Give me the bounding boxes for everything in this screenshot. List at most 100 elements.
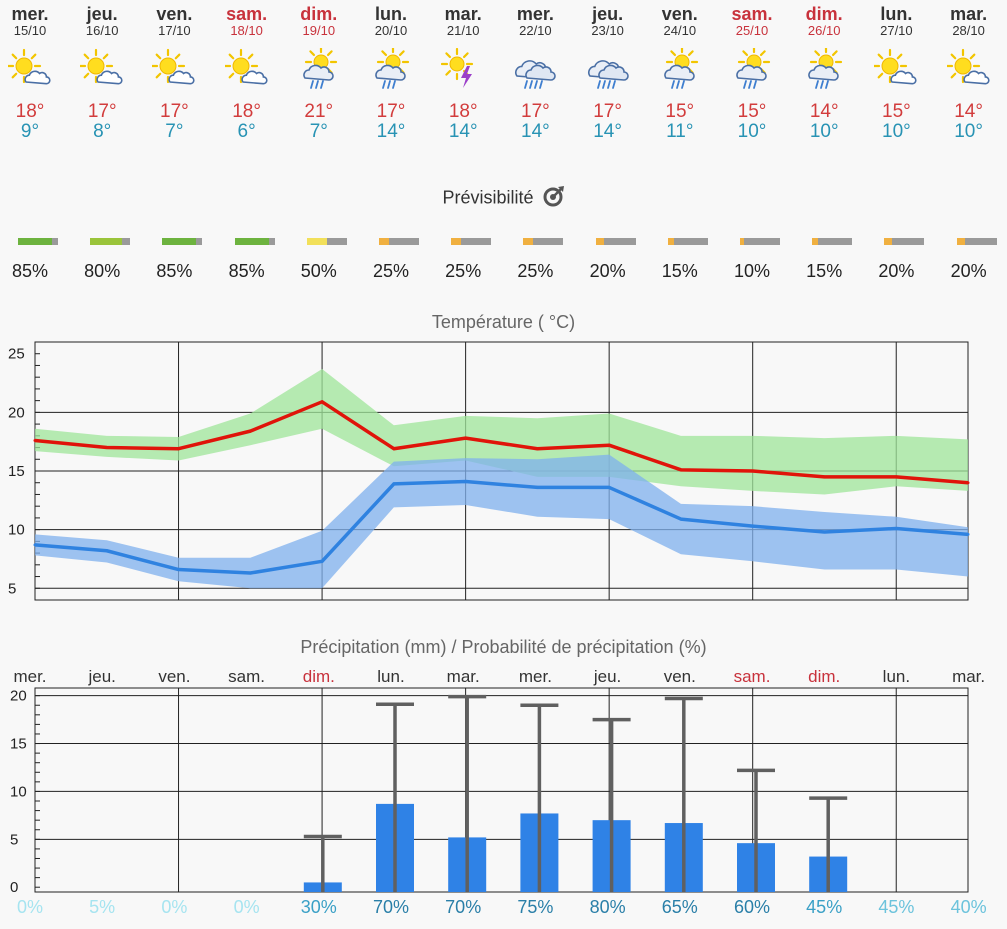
forecast-days: mer. 15/10 18° 9° jeu. 16/10 17° 8° ven. 17/10 17°… (0, 0, 1007, 160)
day-date: 28/10 (952, 23, 985, 38)
day-name: ven. (156, 4, 193, 24)
temp-min: 10° (882, 121, 911, 142)
temp-min: 7° (165, 121, 184, 142)
predictability-title: Prévisibilité (0, 185, 1007, 212)
predictability-value: 10% (733, 261, 771, 281)
max-temp-line-point (177, 447, 181, 451)
temp-max: 18° (448, 101, 478, 122)
min-temp-line-point (822, 530, 826, 534)
precipitation-probability: 0% (161, 897, 188, 917)
precip-day-label: mar. (446, 667, 480, 686)
day-name: lun. (375, 4, 407, 24)
y-tick-label: 20 (8, 404, 25, 421)
sun-cloud-rain-icon (788, 44, 860, 96)
day-column: dim. 19/10 21° 7° (283, 0, 355, 142)
predictability-fill (884, 238, 893, 245)
predictability-fill (956, 238, 965, 245)
predictability-bar (306, 238, 347, 245)
day-date: 20/10 (374, 23, 408, 38)
temp-max: 17° (376, 101, 406, 122)
sun-storm-icon (427, 44, 499, 96)
predictability-bar (740, 238, 780, 245)
temp-max: 15° (737, 101, 767, 122)
max-temp-range-band (35, 368, 968, 495)
predictability-bar (162, 238, 203, 245)
precipitation-probability: 70% (445, 897, 482, 917)
predictability-value: 85% (11, 261, 49, 281)
predictability-fill (595, 238, 604, 245)
min-temp-line-point (894, 526, 898, 530)
precip-day-label: jeu. (88, 667, 116, 686)
precipitation-chart: 0 5 10 15 20 (10, 687, 969, 896)
day-date: 26/10 (807, 23, 841, 38)
sun-cloud-icon (138, 44, 210, 96)
max-temp-line-point (966, 481, 970, 485)
day-date: 18/10 (230, 23, 263, 38)
predictability-value: 25% (445, 261, 482, 281)
day-name: lun. (880, 4, 913, 24)
max-temp-line-point (464, 436, 468, 440)
target-icon (543, 185, 565, 212)
temp-max: 17° (160, 101, 189, 122)
min-temp-line-point (105, 549, 109, 553)
y-tick-label: 20 (10, 688, 27, 705)
cloud-rain-icon (499, 44, 571, 96)
predictability-fill (667, 238, 674, 245)
y-tick-label: 15 (10, 736, 27, 753)
min-temp-line-point (607, 485, 611, 489)
precipitation-probability: 5% (89, 897, 116, 917)
predictability-value: 15% (806, 261, 843, 281)
day-date: 19/10 (302, 23, 336, 38)
day-name: ven. (661, 4, 698, 24)
max-temp-line-point (822, 475, 826, 479)
predictability-value: 25% (517, 261, 554, 281)
sun-cloud-rain-icon (644, 44, 716, 96)
min-temp-line-point (392, 482, 396, 486)
max-temp-line-point (894, 475, 898, 479)
predictability-bar (956, 238, 997, 245)
day-column: lun. 27/10 15° 10° (860, 0, 932, 142)
precipitation-probability: 80% (589, 897, 626, 917)
predictability-bar (884, 238, 925, 245)
temp-max: 18° (232, 101, 261, 122)
temp-max: 18° (15, 101, 45, 122)
temp-min: 14° (593, 121, 622, 142)
max-temp-line-point (105, 446, 109, 450)
precip-day-label: dim. (302, 667, 335, 686)
precip-day-label: mer. (518, 667, 552, 686)
precipitation-probability: 0% (16, 897, 43, 917)
max-temp-line (34, 400, 969, 485)
precipitation-chart-title: Précipitation (mm) / Probabilité de préc… (300, 637, 707, 657)
predictability-bar (667, 238, 708, 245)
day-name: dim. (805, 4, 843, 24)
min-temp-range-band (35, 454, 968, 589)
temp-max: 14° (809, 101, 839, 122)
day-column: mer. 22/10 17° 14° (499, 0, 571, 142)
predictability-bar (234, 238, 275, 245)
min-temp-line-point (751, 524, 755, 528)
max-temp-line-point (320, 400, 324, 404)
predictability-bar (451, 238, 492, 245)
predictability-fill (523, 238, 534, 245)
min-temp-line-point (966, 532, 970, 536)
day-name: mer. (11, 4, 49, 24)
precipitation-probability: 70% (372, 897, 410, 917)
day-name: sam. (731, 4, 773, 24)
precipitation-probability: 60% (733, 897, 771, 917)
day-name: sam. (226, 4, 268, 24)
min-temp-line-point (248, 571, 252, 575)
max-temp-line-point (751, 469, 755, 473)
max-temp-line-point (392, 447, 396, 451)
min-temp-line-point (464, 480, 468, 484)
temp-min: 7° (309, 121, 328, 142)
precip-day-label: lun. (882, 667, 911, 686)
temp-max: 17° (521, 101, 550, 122)
predictability-fill (451, 238, 462, 245)
min-temp-line-point (33, 543, 37, 547)
day-column: sam. 25/10 15° 10° (716, 0, 788, 142)
day-name: mar. (950, 4, 988, 24)
min-temp-line (34, 479, 969, 575)
day-column: lun. 20/10 17° 14° (355, 0, 427, 142)
predictability-bar (379, 238, 419, 245)
day-date: 15/10 (13, 23, 47, 38)
